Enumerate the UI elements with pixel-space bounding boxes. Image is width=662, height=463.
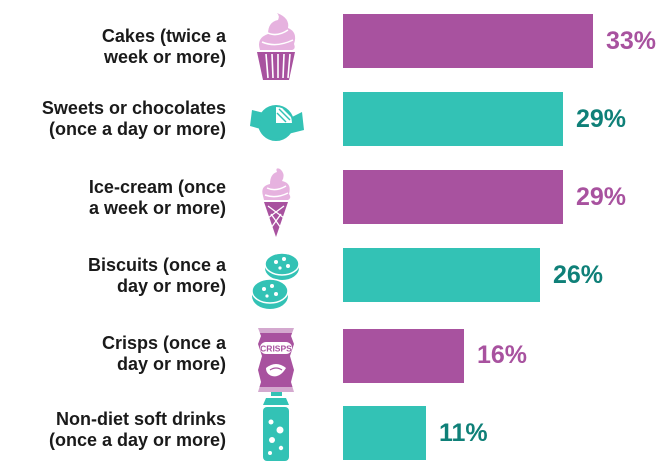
data-label: 26% — [553, 261, 604, 289]
bar-row-biscuits: Biscuits (once a day or more) 26% — [0, 246, 662, 316]
category-label-line-2: (once a day or more) — [48, 430, 226, 450]
biscuits-icon — [251, 252, 300, 309]
crisps-packet-text: CRISPS — [260, 344, 292, 354]
category-label-line-2: day or more) — [116, 354, 226, 374]
category-label-line-1: Biscuits (once a — [87, 255, 226, 275]
data-label: 11% — [439, 419, 488, 447]
category-label-line-2: a week or more) — [88, 198, 226, 218]
bar-row-sweets: Sweets or chocolates (once a day or more… — [0, 90, 662, 160]
bar — [343, 329, 464, 383]
category-label-line-2: day or more) — [116, 276, 226, 296]
data-label: 33% — [606, 27, 657, 55]
category-label-line-1: Crisps (once a — [101, 333, 226, 353]
bar-row-cakes: Cakes (twice a week or more) 33% — [0, 12, 662, 82]
category-label: Biscuits (once a day or more) — [0, 255, 226, 297]
category-label-line-2: (once a day or more) — [48, 119, 226, 139]
data-label: 16% — [477, 341, 528, 369]
category-label-line-2: week or more) — [103, 47, 226, 67]
category-label-line-1: Ice-cream (once — [88, 177, 226, 197]
data-label: 29% — [576, 105, 627, 133]
soft-drink-icon — [263, 392, 289, 461]
category-label: Crisps (once a day or more) — [0, 333, 226, 375]
data-label: 29% — [576, 183, 627, 211]
wrapped-sweet-icon — [250, 105, 304, 141]
category-label: Sweets or chocolates (once a day or more… — [0, 98, 226, 140]
cupcake-icon — [257, 13, 296, 80]
bar — [343, 248, 540, 302]
bar-row-ice-cream: Ice-cream (once a week or more) 29% — [0, 168, 662, 238]
bar — [343, 170, 563, 224]
category-label-line-1: Non-diet soft drinks — [56, 409, 226, 429]
bar — [343, 14, 593, 68]
category-label-line-1: Cakes (twice a — [101, 26, 226, 46]
category-label: Cakes (twice a week or more) — [0, 26, 226, 68]
category-label: Non-diet soft drinks (once a day or more… — [0, 409, 226, 451]
bar-row-soft-drinks: Non-diet soft drinks (once a day or more… — [0, 392, 662, 462]
category-label-line-1: Sweets or chocolates — [41, 98, 226, 118]
ice-cream-cone-icon — [262, 168, 291, 237]
bar-row-crisps: Crisps (once a day or more) CRISPS 16% — [0, 324, 662, 394]
category-label: Ice-cream (once a week or more) — [0, 177, 226, 219]
crisps-packet-icon: CRISPS — [258, 328, 294, 392]
bar — [343, 406, 426, 460]
bar — [343, 92, 563, 146]
